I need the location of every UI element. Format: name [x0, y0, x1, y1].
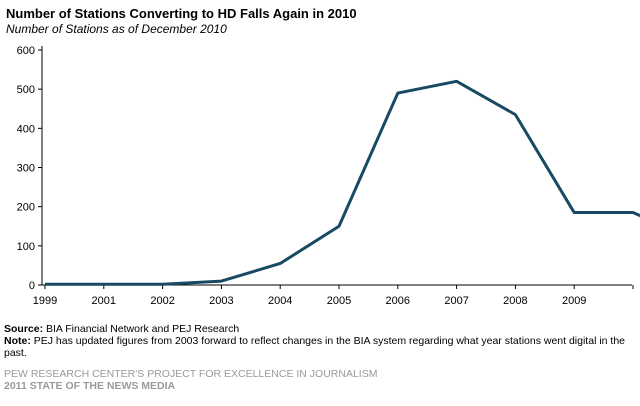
- source-label: Source:: [4, 323, 44, 335]
- y-tick-label: 400: [17, 123, 35, 135]
- x-tick-label: 2009: [562, 295, 586, 307]
- source-note: Source: BIA Financial Network and PEJ Re…: [4, 323, 630, 335]
- y-tick-label: 0: [29, 280, 35, 292]
- note-label: Note:: [4, 335, 31, 347]
- chart-title: Number of Stations Converting to HD Fall…: [6, 6, 357, 21]
- x-tick-label: 2006: [386, 295, 410, 307]
- y-tick-label: 500: [17, 84, 35, 96]
- note: Note: PEJ has updated figures from 2003 …: [4, 335, 630, 359]
- note-text: PEJ has updated figures from 2003 forwar…: [4, 335, 626, 359]
- series-line: [45, 79, 640, 286]
- credit-line-2: 2011 STATE OF THE NEWS MEDIA: [4, 380, 176, 392]
- x-tick-label: 2008: [503, 295, 527, 307]
- x-tick-label: 1999: [33, 295, 57, 307]
- chart-footer: Source: BIA Financial Network and PEJ Re…: [4, 323, 630, 359]
- y-tick-label: 300: [17, 163, 35, 175]
- y-tick-label: 100: [17, 241, 35, 253]
- line-chart: 0 100 200 300 400 500 600 1999 2001 2002 2003 2004 2…: [17, 45, 640, 307]
- x-tick-label: 2005: [327, 295, 351, 307]
- x-tick-label: 2002: [150, 295, 174, 307]
- credit: PEW RESEARCH CENTER'S PROJECT FOR EXCELL…: [4, 368, 377, 392]
- x-tick-label: 2001: [92, 295, 116, 307]
- y-tick-label: 200: [17, 202, 35, 214]
- chart-subtitle: Number of Stations as of December 2010: [6, 22, 227, 36]
- x-tick-label: 2003: [209, 295, 233, 307]
- x-tick-label: 2004: [268, 295, 292, 307]
- x-tick-label: 2007: [444, 295, 468, 307]
- y-tick-label: 600: [17, 45, 35, 57]
- source-text: BIA Financial Network and PEJ Research: [43, 323, 240, 335]
- credit-line-1: PEW RESEARCH CENTER'S PROJECT FOR EXCELL…: [4, 368, 378, 380]
